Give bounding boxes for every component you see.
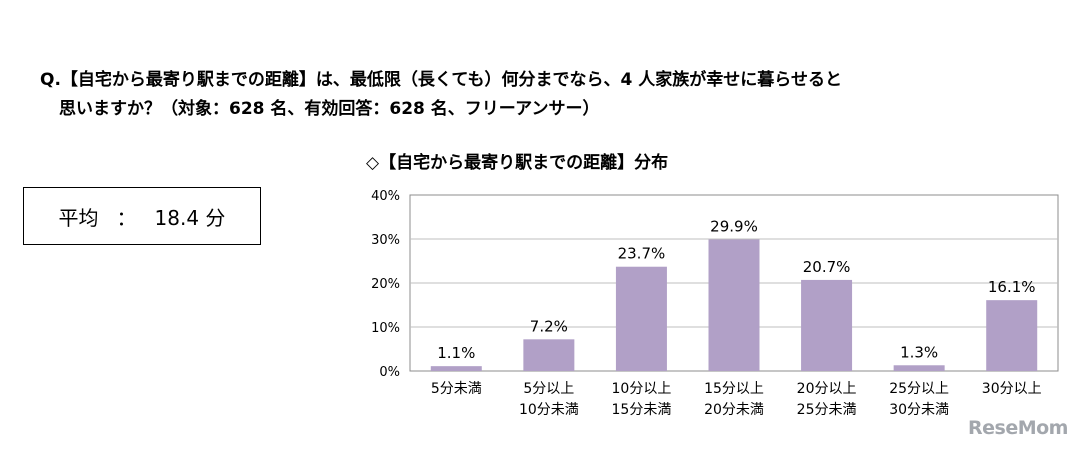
- question-line-1: Q.【自宅から最寄り駅までの距離】は、最低限（長くても）何分までなら、4 人家族…: [40, 70, 842, 90]
- y-tick-label: 10%: [371, 321, 400, 336]
- average-box: 平均 ： 18.4 分: [23, 187, 261, 245]
- data-label: 23.7%: [618, 245, 666, 263]
- data-label: 1.3%: [900, 343, 938, 361]
- y-tick-label: 40%: [371, 189, 400, 204]
- x-tick-label: 25分未満: [797, 402, 857, 418]
- watermark-logo: ReseMom: [968, 417, 1068, 439]
- x-tick-label: 25分以上: [889, 381, 949, 397]
- bar: [893, 365, 945, 371]
- data-label: 20.7%: [803, 258, 851, 276]
- x-tick-label: 30分以上: [982, 381, 1042, 397]
- x-tick-label: 15分未満: [612, 402, 672, 418]
- y-tick-label: 30%: [371, 233, 400, 248]
- question-line-2: 思いますか？（対象：628 名、有効回答：628 名、フリーアンサー）: [59, 99, 600, 119]
- average-separator: ：: [116, 205, 137, 230]
- y-tick-label: 20%: [371, 277, 400, 292]
- bar: [615, 266, 667, 371]
- data-label: 16.1%: [988, 278, 1036, 296]
- data-label: 7.2%: [530, 317, 568, 335]
- bar: [708, 239, 760, 371]
- x-tick-label: 5分以上: [523, 381, 574, 397]
- bar-chart: 0% 10% 20% 30% 40% 1.1% 5分未満 7.2% 5分以上 10分未満 23.7%…: [371, 189, 1059, 418]
- chart-title: ◇【自宅から最寄り駅までの距離】分布: [366, 153, 669, 173]
- bar: [430, 366, 482, 371]
- x-tick-label: 10分以上: [612, 381, 672, 397]
- x-tick-label: 15分以上: [704, 381, 764, 397]
- question-text: Q.【自宅から最寄り駅までの距離】は、最低限（長くても）何分までなら、4 人家族…: [40, 66, 1050, 124]
- bar: [523, 339, 575, 371]
- x-tick-label: 20分未満: [704, 402, 764, 418]
- data-label: 29.9%: [710, 217, 758, 235]
- average-label: 平均: [58, 205, 99, 230]
- data-label: 1.1%: [437, 344, 475, 362]
- y-tick-label: 0%: [379, 365, 400, 380]
- bar: [801, 279, 853, 371]
- x-tick-label: 5分未満: [431, 381, 482, 397]
- average-value: 18.4 分: [154, 205, 226, 230]
- x-tick-label: 30分未満: [889, 402, 949, 418]
- x-tick-label: 10分未満: [519, 402, 579, 418]
- x-tick-label: 20分以上: [797, 381, 857, 397]
- bar: [986, 300, 1038, 371]
